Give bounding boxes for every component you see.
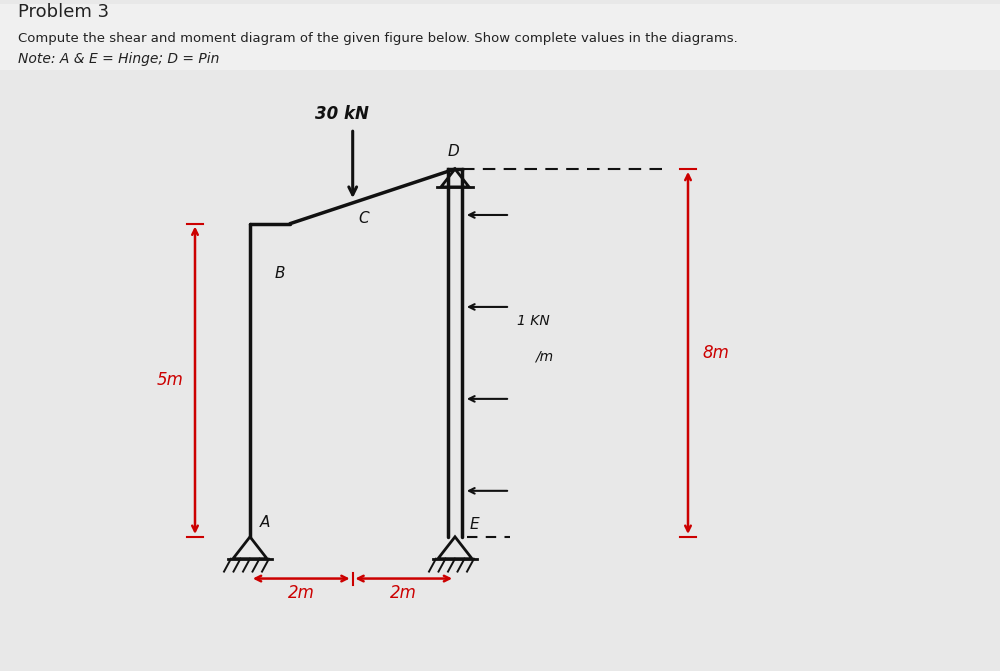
Text: 2m: 2m bbox=[390, 584, 417, 603]
FancyBboxPatch shape bbox=[0, 4, 1000, 70]
Text: Problem 3: Problem 3 bbox=[18, 3, 109, 21]
Text: B: B bbox=[275, 266, 286, 281]
Text: 8m: 8m bbox=[702, 344, 729, 362]
Text: 1 KN: 1 KN bbox=[517, 314, 550, 328]
Text: /m: /m bbox=[535, 350, 553, 364]
Text: Compute the shear and moment diagram of the given figure below. Show complete va: Compute the shear and moment diagram of … bbox=[18, 32, 738, 45]
Text: D: D bbox=[447, 144, 459, 159]
Text: E: E bbox=[470, 517, 480, 532]
Text: C: C bbox=[359, 211, 369, 226]
Text: 30 kN: 30 kN bbox=[315, 105, 369, 123]
Text: A: A bbox=[260, 515, 270, 530]
Text: 5m: 5m bbox=[157, 371, 184, 389]
Text: 2m: 2m bbox=[288, 584, 315, 603]
Text: Note: A & E = Hinge; D = Pin: Note: A & E = Hinge; D = Pin bbox=[18, 52, 219, 66]
